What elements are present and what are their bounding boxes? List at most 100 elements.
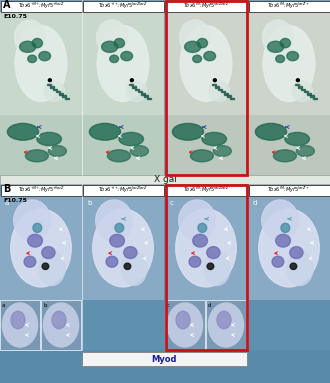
Bar [82,196,164,300]
Ellipse shape [19,41,36,52]
Bar [0,196,82,300]
Ellipse shape [285,133,310,146]
Text: c: c [170,200,174,206]
Bar [165,196,247,300]
Ellipse shape [114,38,124,48]
Bar [82,12,164,115]
Bar [82,0,163,11]
Text: $Tbx6^{fl\!/\!fl}$:$Myf5^{lacZ\!/\!lacZ}$: $Tbx6^{fl\!/\!fl}$:$Myf5^{lacZ\!/\!lacZ}… [182,1,229,11]
Text: a: a [5,200,9,206]
Bar [227,95,231,97]
Ellipse shape [52,311,66,329]
Bar [248,196,330,300]
Bar [166,185,247,195]
Text: d: d [208,303,212,308]
Ellipse shape [42,247,55,259]
Text: b: b [87,200,91,206]
Text: a: a [2,303,6,308]
Ellipse shape [108,150,130,162]
Ellipse shape [119,133,144,146]
Bar [295,84,299,85]
Ellipse shape [124,263,131,270]
Ellipse shape [115,223,124,232]
Ellipse shape [102,41,118,52]
Bar [165,300,205,350]
Ellipse shape [290,247,303,259]
Ellipse shape [39,251,65,285]
Bar [0,175,330,184]
Ellipse shape [193,234,208,247]
Ellipse shape [97,26,149,101]
Ellipse shape [255,123,286,140]
Bar [41,300,81,350]
Bar [248,12,330,115]
Text: b: b [43,303,47,308]
Ellipse shape [268,41,284,52]
Ellipse shape [280,38,290,48]
Ellipse shape [184,41,201,52]
Ellipse shape [262,20,293,55]
Ellipse shape [15,26,67,101]
Ellipse shape [180,26,232,101]
Ellipse shape [110,55,118,62]
Ellipse shape [209,81,230,101]
Ellipse shape [130,79,133,82]
Bar [166,185,247,350]
Ellipse shape [93,209,153,287]
Bar [59,93,63,95]
Ellipse shape [106,256,118,267]
Bar [56,91,60,92]
Ellipse shape [44,303,79,347]
Bar [215,86,219,88]
Bar [248,0,329,11]
Bar [224,93,228,95]
Bar [165,12,247,115]
Ellipse shape [214,146,231,156]
Ellipse shape [11,311,25,329]
Ellipse shape [217,311,231,329]
Bar [166,0,247,11]
Text: $Tbx6^{fl\!/\!fl}$:$Myf5^{lacZ\!/\!lacZ}$: $Tbx6^{fl\!/\!fl}$:$Myf5^{lacZ\!/\!lacZ}… [182,185,229,195]
Ellipse shape [2,303,38,347]
Text: $Tbx6^{+\!/+}$:$Myf5^{lacZ\!/\!lacZ}$: $Tbx6^{+\!/+}$:$Myf5^{lacZ\!/\!lacZ}$ [98,1,148,11]
Ellipse shape [287,251,313,285]
Ellipse shape [126,81,147,101]
Bar [141,93,145,95]
Text: c: c [167,303,170,308]
Ellipse shape [197,38,208,48]
Bar [166,0,247,175]
Ellipse shape [28,55,37,62]
Bar [304,91,308,92]
Ellipse shape [121,251,147,285]
Bar [0,12,82,115]
Ellipse shape [209,303,244,347]
Ellipse shape [172,123,204,140]
Text: $Tbx6^{fl\!/\!fl}$:$Myf5^{lacZ\!/+}$: $Tbx6^{fl\!/\!fl}$:$Myf5^{lacZ\!/+}$ [267,1,311,11]
Ellipse shape [37,133,61,146]
Bar [301,88,305,90]
Ellipse shape [7,123,39,140]
Bar [0,115,82,175]
Bar [129,84,133,85]
Bar [0,366,330,383]
Ellipse shape [89,123,120,140]
Ellipse shape [130,146,148,156]
Ellipse shape [15,20,46,55]
Ellipse shape [296,146,314,156]
Bar [82,115,164,175]
Bar [0,0,330,175]
Text: Myod: Myod [152,355,177,363]
Ellipse shape [39,51,50,61]
Ellipse shape [263,26,315,101]
Ellipse shape [49,79,51,82]
Text: B: B [3,184,10,194]
Ellipse shape [25,150,49,162]
Bar [165,115,247,175]
Ellipse shape [11,209,71,287]
Ellipse shape [198,223,207,232]
Bar [307,93,311,95]
Ellipse shape [121,51,133,61]
Ellipse shape [276,55,284,62]
Ellipse shape [124,247,137,259]
Text: E10.75: E10.75 [3,198,27,203]
